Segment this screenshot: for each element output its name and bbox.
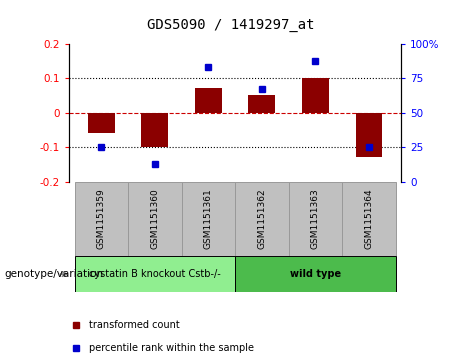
Bar bbox=[195, 88, 222, 113]
Bar bbox=[235, 182, 289, 256]
Text: transformed count: transformed count bbox=[89, 321, 180, 330]
Bar bbox=[235, 256, 396, 292]
Bar bbox=[75, 256, 235, 292]
Bar bbox=[182, 182, 235, 256]
Text: GSM1151359: GSM1151359 bbox=[97, 188, 106, 249]
Bar bbox=[355, 113, 382, 158]
Text: GSM1151360: GSM1151360 bbox=[150, 188, 160, 249]
Text: GDS5090 / 1419297_at: GDS5090 / 1419297_at bbox=[147, 19, 314, 32]
Bar bbox=[128, 182, 182, 256]
Text: percentile rank within the sample: percentile rank within the sample bbox=[89, 343, 254, 352]
Bar bbox=[142, 113, 168, 147]
Bar bbox=[248, 95, 275, 113]
Text: GSM1151363: GSM1151363 bbox=[311, 188, 320, 249]
Text: GSM1151361: GSM1151361 bbox=[204, 188, 213, 249]
Bar bbox=[75, 182, 128, 256]
Text: cystatin B knockout Cstb-/-: cystatin B knockout Cstb-/- bbox=[89, 269, 221, 279]
Bar bbox=[302, 78, 329, 113]
Text: wild type: wild type bbox=[290, 269, 341, 279]
Bar bbox=[88, 113, 115, 133]
Text: genotype/variation: genotype/variation bbox=[5, 269, 104, 279]
Bar bbox=[289, 182, 342, 256]
Text: GSM1151364: GSM1151364 bbox=[365, 188, 373, 249]
Bar bbox=[342, 182, 396, 256]
Text: GSM1151362: GSM1151362 bbox=[257, 188, 266, 249]
